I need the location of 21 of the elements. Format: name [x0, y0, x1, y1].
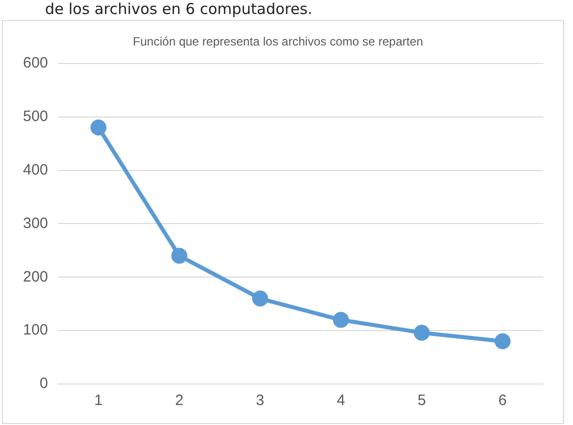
text: de los archivos en 6 computadores. — [45, 0, 312, 18]
x-tick-label: 6 — [498, 392, 507, 410]
point — [494, 333, 511, 350]
y-tick-label: 500 — [22, 108, 48, 125]
point — [332, 312, 349, 328]
point — [90, 120, 106, 136]
y-tick-label: 300 — [22, 214, 48, 232]
point — [414, 324, 430, 341]
y-tick-label: 100 — [22, 322, 48, 339]
x-tick-label: 3 — [256, 392, 264, 410]
chart-title: Función que representa los archivos como se reparten — [132, 34, 424, 49]
y-tick-label: 600 — [22, 54, 48, 72]
point — [171, 248, 188, 264]
x-tick-label: 1 — [94, 392, 103, 410]
y-tick-label: 200 — [22, 268, 48, 286]
y-tick-label: 0 — [40, 375, 48, 392]
x-tick-label: 5 — [418, 392, 426, 410]
point — [252, 290, 268, 307]
x-tick-label: 2 — [175, 392, 184, 410]
y-tick-label: 400 — [22, 161, 48, 178]
x-tick-label: 4 — [336, 392, 346, 410]
